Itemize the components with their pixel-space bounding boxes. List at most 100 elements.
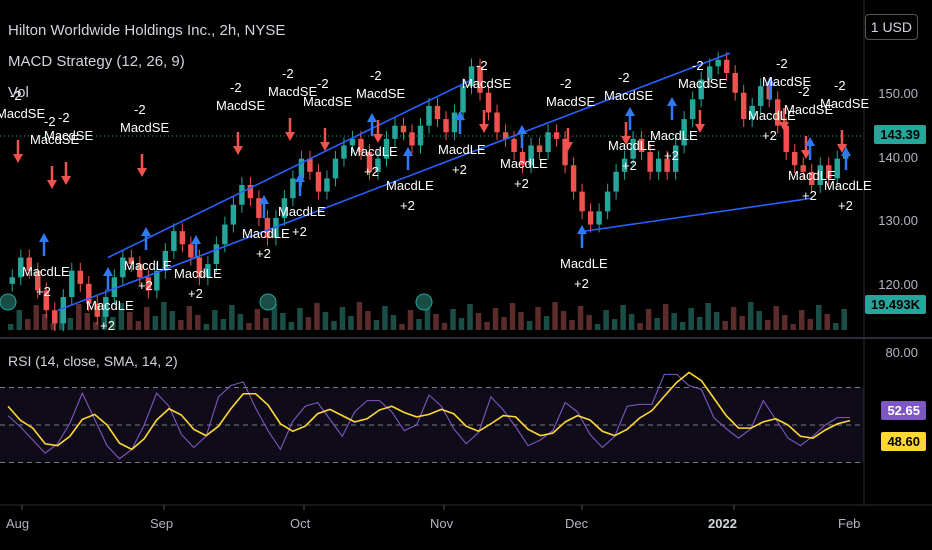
candle-body (647, 152, 653, 172)
volume-bar (671, 313, 677, 330)
buy-arrow-head (577, 225, 587, 234)
candle-body (230, 204, 237, 225)
volume-bar (798, 310, 805, 330)
volume-bar (348, 316, 354, 330)
candle-body (298, 158, 305, 179)
volume-bar (747, 302, 754, 330)
sell-arrow-head (47, 180, 57, 189)
volume-bar (722, 321, 728, 330)
volume-bar (297, 308, 303, 330)
rsi-line (7, 373, 850, 460)
buy-signal-label: MacdLE (438, 142, 486, 157)
candle-body (630, 138, 636, 159)
volume-bar (42, 314, 48, 330)
candle-body (451, 112, 458, 133)
buy-arrow-head (667, 97, 677, 106)
sell-qty-label: -2 (834, 78, 846, 93)
rsi-value-badge: 52.65 (881, 401, 926, 420)
volume-bar (25, 319, 31, 330)
candle-body (562, 138, 568, 166)
candle-body (774, 99, 781, 126)
strategy-legend[interactable]: MACD Strategy (12, 26, 9) (8, 53, 185, 70)
buy-signal-label: MacdLE (824, 178, 872, 193)
volume-bar (790, 324, 796, 330)
buy-signal-label: MacdLE (560, 256, 608, 271)
sell-qty-label: -2 (776, 56, 788, 71)
buy-qty-label: +2 (622, 158, 637, 173)
buy-arrow-head (403, 147, 413, 156)
sell-arrow-head (837, 144, 847, 153)
volume-bar (543, 316, 550, 330)
volume-bar (467, 304, 473, 330)
candle-body (366, 152, 373, 172)
volume-bar (84, 313, 91, 330)
symbol-title[interactable]: Hilton Worldwide Holdings Inc., 2h, NYSE (8, 22, 286, 39)
buy-signal-label: MacdLE (174, 266, 222, 281)
volume-bar (773, 306, 779, 330)
candle-body (60, 297, 67, 324)
buy-qty-label: +2 (256, 246, 271, 261)
candle-body (171, 231, 177, 251)
volume-bar (144, 307, 150, 330)
candle-body (358, 138, 364, 153)
candle-body (426, 105, 432, 126)
volume-bar (237, 314, 244, 330)
sell-qty-label: -2 (476, 58, 488, 73)
candle-body (222, 224, 228, 245)
candle-body (392, 125, 398, 139)
candle-body (9, 277, 15, 284)
volume-bar (824, 314, 830, 330)
buy-signal-label: MacdLE (350, 144, 398, 159)
currency-button[interactable]: 1 USD (864, 14, 918, 40)
candle-body (834, 158, 840, 179)
candle-body (621, 158, 628, 172)
candle-body (494, 112, 500, 133)
volume-bar (441, 323, 448, 330)
volume-bar (152, 316, 159, 330)
candle-body (757, 86, 764, 106)
buy-arrow-head (295, 173, 305, 182)
candle-body (604, 191, 611, 212)
candle-body (689, 99, 696, 120)
sell-qty-label: -2 (692, 58, 704, 73)
candle-body (128, 257, 135, 265)
volume-bar (730, 307, 737, 330)
volume-bar (509, 303, 516, 330)
rsi-legend[interactable]: RSI (14, close, SMA, 14, 2) (8, 353, 178, 369)
candle-body (706, 66, 713, 80)
buy-qty-label: +2 (364, 164, 379, 179)
candle-body (732, 72, 738, 93)
candle-body (468, 66, 475, 87)
sell-arrow-head (285, 132, 295, 141)
rsi-sma-line (7, 371, 851, 451)
volume-bar (679, 322, 686, 330)
volume-bar (390, 315, 397, 330)
volume-bar (8, 324, 14, 330)
candle-body (281, 198, 288, 218)
time-label-2022: 2022 (708, 516, 737, 531)
buy-arrow-head (39, 233, 49, 242)
channel-line (584, 197, 813, 232)
volume-bar (203, 324, 210, 330)
volume-legend[interactable]: Vol (8, 84, 29, 101)
candle-body (162, 250, 169, 271)
buy-qty-label: +2 (188, 286, 203, 301)
sell-signal-label: MacdSE (356, 86, 406, 101)
buy-signal-label: MacdLE (500, 156, 548, 171)
volume-bar (688, 308, 694, 330)
buy-arrow-head (625, 107, 635, 116)
candle-body (723, 59, 730, 73)
time-label-sep: Sep (150, 516, 174, 531)
volume-bar (365, 311, 371, 330)
volume-bar (93, 322, 99, 330)
sell-arrow-head (61, 176, 71, 185)
sell-qty-label: -2 (58, 110, 70, 125)
buy-signal-label: MacdLE (278, 204, 326, 219)
buy-qty-label: +2 (292, 224, 307, 239)
candle-body (485, 92, 492, 113)
candle-body (400, 125, 407, 133)
buy-arrow-head (517, 125, 527, 134)
sell-qty-label: -2 (44, 114, 56, 129)
candle-body (664, 158, 670, 172)
